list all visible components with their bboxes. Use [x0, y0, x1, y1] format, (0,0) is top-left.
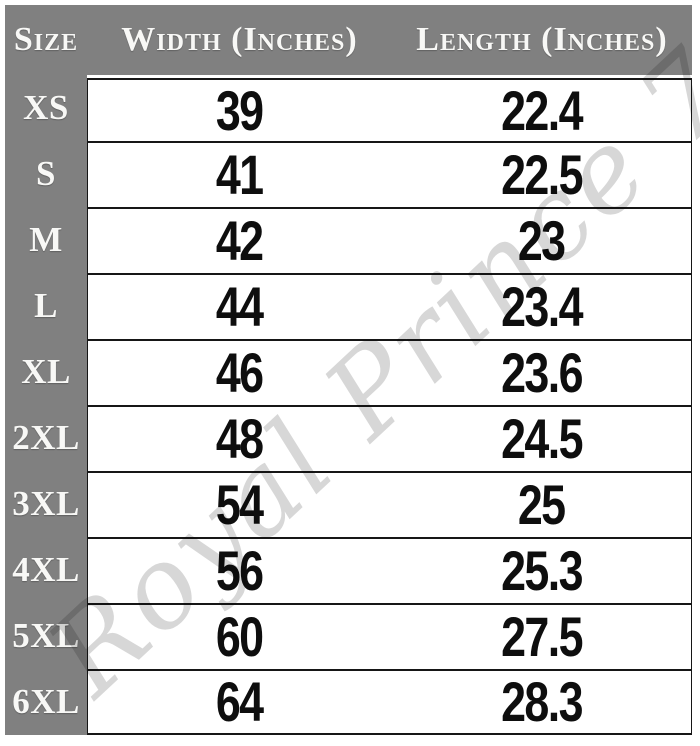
width-value: 41 — [216, 143, 264, 206]
length-value: 27.5 — [500, 605, 583, 668]
length-value: 23.6 — [500, 341, 583, 404]
size-cell: 2XL — [5, 405, 87, 471]
table-row: 4XL 56 25.3 — [5, 537, 692, 603]
size-cell: L — [5, 273, 87, 339]
column-header-size: Size — [13, 21, 79, 58]
length-value: 25 — [517, 473, 566, 536]
value-cell: 39 22.4 — [87, 78, 692, 141]
table-row: M 42 23 — [5, 207, 692, 273]
width-value: 39 — [216, 78, 264, 142]
value-cell: 41 22.5 — [87, 141, 692, 207]
table-row: L 44 23.4 — [5, 273, 692, 339]
value-cell: 60 27.5 — [87, 603, 692, 669]
width-value: 44 — [216, 275, 264, 338]
value-cell: 48 24.5 — [87, 405, 692, 471]
length-value: 23.4 — [500, 275, 583, 338]
size-cell: 5XL — [5, 603, 87, 669]
size-cell: S — [5, 141, 87, 207]
size-table: Size Width (Inches) Length (Inches) XS 3… — [5, 5, 692, 735]
value-cell: 44 23.4 — [87, 273, 692, 339]
size-cell: XS — [5, 75, 87, 141]
width-value: 48 — [216, 407, 264, 470]
table-row: XS 39 22.4 — [5, 75, 692, 141]
width-value: 54 — [216, 473, 264, 536]
width-value: 64 — [216, 670, 264, 733]
value-cell: 64 28.3 — [87, 669, 692, 735]
size-cell: 3XL — [5, 471, 87, 537]
column-header-width: Width (Inches) — [121, 21, 358, 58]
width-value: 42 — [216, 209, 264, 272]
width-value: 60 — [216, 605, 264, 668]
width-value: 46 — [216, 341, 264, 404]
table-row: 6XL 64 28.3 — [5, 669, 692, 735]
length-value: 25.3 — [500, 539, 583, 602]
size-cell: M — [5, 207, 87, 273]
value-cell: 46 23.6 — [87, 339, 692, 405]
length-value: 22.4 — [500, 78, 583, 142]
table-row: 2XL 48 24.5 — [5, 405, 692, 471]
value-cell: 42 23 — [87, 207, 692, 273]
value-cell: 56 25.3 — [87, 537, 692, 603]
length-value: 24.5 — [500, 407, 583, 470]
table-row: S 41 22.5 — [5, 141, 692, 207]
size-cell: 6XL — [5, 669, 87, 735]
length-value: 22.5 — [500, 143, 583, 206]
column-header-length: Length (Inches) — [416, 21, 668, 58]
table-header-row: Size Width (Inches) Length (Inches) — [5, 5, 692, 75]
width-value: 56 — [216, 539, 264, 602]
length-value: 28.3 — [500, 670, 583, 733]
size-cell: 4XL — [5, 537, 87, 603]
length-value: 23 — [517, 209, 566, 272]
table-row: XL 46 23.6 — [5, 339, 692, 405]
size-cell: XL — [5, 339, 87, 405]
value-cell: 54 25 — [87, 471, 692, 537]
table-row: 3XL 54 25 — [5, 471, 692, 537]
table-row: 5XL 60 27.5 — [5, 603, 692, 669]
